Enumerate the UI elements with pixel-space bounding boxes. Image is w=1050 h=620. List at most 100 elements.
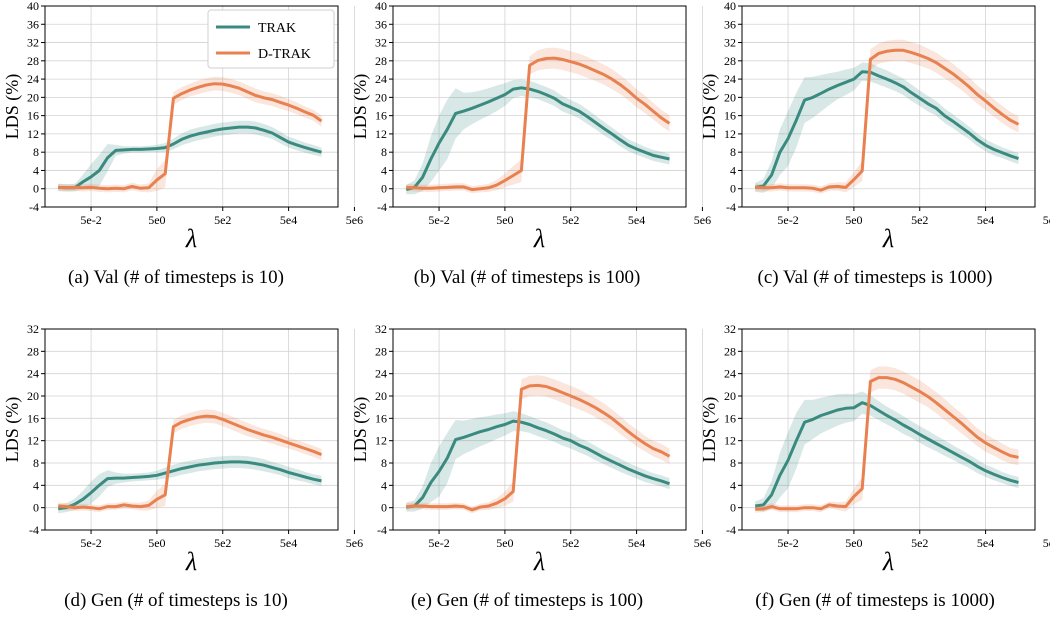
x-tick-label: 5e2 (911, 536, 928, 550)
y-tick-label: 16 (724, 109, 736, 123)
confidence-band-trak (755, 391, 1019, 512)
y-tick-label: 0 (33, 501, 39, 515)
plot-frame (44, 5, 339, 208)
y-tick-label: 0 (381, 501, 387, 515)
panel-caption: (f) Gen (# of timesteps is 1000) (755, 590, 995, 611)
confidence-band-d-trak (406, 375, 670, 514)
y-tick-label: 12 (375, 127, 387, 141)
y-tick-label: 28 (375, 54, 387, 68)
y-tick-label: 24 (27, 72, 39, 86)
y-tick-label: 36 (375, 17, 387, 31)
x-axis-label: λ (882, 547, 894, 576)
x-tick-label: 5e4 (280, 213, 297, 227)
y-axis-label: LDS (%) (350, 74, 371, 140)
x-tick-label: 5e2 (214, 536, 231, 550)
confidence-band-d-trak (406, 47, 670, 194)
x-tick-label: 5e4 (628, 213, 645, 227)
x-tick-label: 5e2 (562, 213, 579, 227)
y-tick-label: 4 (730, 163, 736, 177)
grid (742, 5, 1035, 208)
chart-panel-2: -4 0 4 8 12 16 20 24 28 32 36 40 5e-2 5e0 5e2 5e4 5e6 LDS… (699, 0, 1050, 288)
x-tick-label: 5e2 (911, 213, 928, 227)
confidence-band-trak (58, 455, 322, 514)
y-axis-label: LDS (%) (699, 74, 720, 140)
chart-panel-1: -4 0 4 8 12 16 20 24 28 32 36 40 5e-2 5e0 5e2 5e4 5e6 LDS… (350, 0, 711, 288)
panel-caption: (b) Val (# of timesteps is 100) (414, 267, 641, 288)
panel-caption: (e) Gen (# of timesteps is 100) (411, 590, 643, 611)
y-tick-label: 32 (27, 322, 39, 336)
legend-label-trak: TRAK (258, 21, 296, 36)
y-tick-label: 20 (724, 389, 736, 403)
y-tick-label: 0 (730, 182, 736, 196)
y-tick-label: 16 (27, 109, 39, 123)
y-tick-label: 8 (33, 456, 39, 470)
y-tick-label: 32 (375, 36, 387, 50)
y-tick-label: 32 (724, 36, 736, 50)
y-tick-label: 28 (724, 54, 736, 68)
x-axis-label: λ (882, 224, 894, 253)
confidence-band-trak (58, 120, 322, 192)
plot-frame (44, 328, 339, 531)
x-tick-label: 5e0 (496, 213, 513, 227)
y-tick-label: 4 (33, 478, 39, 492)
x-tick-label: 5e4 (977, 536, 994, 550)
y-tick-label: 20 (27, 90, 39, 104)
y-tick-label: 12 (27, 434, 39, 448)
y-tick-label: 32 (375, 322, 387, 336)
y-tick-label: 28 (27, 344, 39, 358)
x-tick-label: 5e-2 (777, 536, 798, 550)
y-tick-label: -4 (377, 200, 387, 214)
y-tick-label: 8 (381, 456, 387, 470)
x-axis-label: λ (185, 224, 197, 253)
y-axis-label: LDS (%) (2, 74, 23, 140)
y-tick-label: 12 (375, 434, 387, 448)
legend-label-d-trak: D-TRAK (258, 47, 311, 62)
y-tick-label: 16 (27, 411, 39, 425)
x-tick-label: 5e4 (280, 536, 297, 550)
y-tick-label: 40 (375, 0, 387, 13)
y-tick-label: 36 (724, 17, 736, 31)
plot-frame (741, 5, 1036, 208)
y-tick-label: 28 (27, 54, 39, 68)
y-tick-label: 24 (375, 367, 387, 381)
x-tick-label: 5e6 (346, 536, 363, 550)
y-tick-label: 12 (27, 127, 39, 141)
y-tick-label: 16 (724, 411, 736, 425)
chart-panel-0: -4 0 4 8 12 16 20 24 28 32 36 40 5e-2 5e0 5e2 5e4 5e6 LDS… (2, 0, 363, 288)
y-tick-label: 20 (724, 90, 736, 104)
y-tick-label: 28 (375, 344, 387, 358)
confidence-band-trak (406, 411, 670, 512)
x-tick-label: 5e6 (1043, 213, 1050, 227)
chart-panel-3: -4 0 4 8 12 16 20 24 28 32 5e-2 5e0 5e2 5e4 5e6 LDS (%)… (2, 322, 363, 611)
y-axis-label: LDS (%) (2, 397, 23, 463)
x-tick-label: 5e-2 (428, 213, 449, 227)
x-tick-label: 5e6 (1043, 536, 1050, 550)
x-tick-label: 5e2 (214, 213, 231, 227)
x-axis-label: λ (185, 547, 197, 576)
y-tick-label: 24 (724, 72, 736, 86)
x-axis-label: λ (533, 547, 545, 576)
y-tick-label: 4 (730, 478, 736, 492)
grid (742, 328, 1035, 531)
confidence-band-d-trak (755, 39, 1019, 194)
confidence-band-trak (755, 62, 1019, 193)
x-tick-label: 5e0 (845, 213, 862, 227)
x-tick-label: 5e2 (562, 536, 579, 550)
y-tick-label: 20 (375, 389, 387, 403)
plot-frame (392, 328, 687, 531)
chart-panel-5: -4 0 4 8 12 16 20 24 28 32 5e-2 5e0 5e2 5e4 5e6 LDS (%)… (699, 322, 1050, 611)
y-tick-label: 8 (730, 456, 736, 470)
x-axis-label: λ (533, 224, 545, 253)
y-tick-label: 0 (730, 501, 736, 515)
panel-caption: (c) Val (# of timesteps is 1000) (758, 267, 993, 288)
chart-panel-4: -4 0 4 8 12 16 20 24 28 32 5e-2 5e0 5e2 5e4 5e6 LDS (%)… (350, 322, 711, 611)
plot-frame (741, 328, 1036, 531)
y-tick-label: 20 (27, 389, 39, 403)
x-tick-label: 5e-2 (80, 536, 101, 550)
y-tick-label: -4 (29, 523, 39, 537)
confidence-band-d-trak (58, 409, 322, 513)
y-tick-label: 24 (375, 72, 387, 86)
x-tick-label: 5e-2 (777, 213, 798, 227)
y-tick-label: 8 (381, 145, 387, 159)
y-tick-label: 24 (27, 367, 39, 381)
